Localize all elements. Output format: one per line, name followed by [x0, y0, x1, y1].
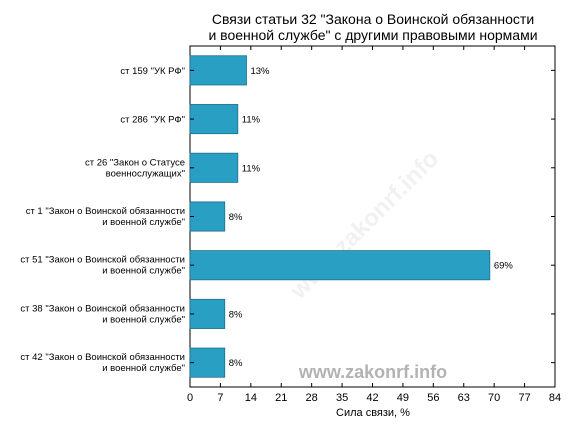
- x-tick-label-1: 7: [217, 392, 223, 404]
- category-label-2-line-2: военнослужащих": [106, 168, 185, 179]
- value-label-5: 8%: [229, 309, 243, 320]
- x-tick-label-0: 0: [187, 392, 193, 404]
- category-label-6-line-1: ст 42 "Закон о Воинской обязанности: [20, 352, 185, 363]
- value-label-3: 8%: [229, 212, 243, 223]
- category-label-2-line-1: ст 26 "Закон о Статусе: [85, 157, 185, 168]
- bar-2: [189, 152, 239, 183]
- chart-title-line-2: и военной службе" с другими правовыми но…: [208, 27, 537, 43]
- bar-5: [189, 298, 226, 329]
- bar-4: [189, 250, 491, 281]
- x-tick-label-5: 35: [336, 392, 348, 404]
- category-label-4-line-1: ст 51 "Закон о Воинской обязанности: [20, 255, 185, 266]
- x-tick-label-2: 14: [245, 392, 257, 404]
- category-label-0: ст 159 "УК РФ": [120, 66, 185, 77]
- category-label-5-line-2: и военной службе": [102, 314, 185, 325]
- bar-1: [189, 104, 239, 135]
- value-label-0: 13%: [250, 66, 270, 77]
- category-label-4-line-2: и военной службе": [102, 266, 185, 277]
- category-label-3-line-1: ст 1 "Закон о Воинской обязанности: [26, 206, 185, 217]
- x-tick-label-7: 49: [397, 392, 409, 404]
- value-label-4: 69%: [494, 261, 514, 272]
- x-tick-label-12: 84: [549, 392, 561, 404]
- category-label-6-line-2: и военной службе": [102, 363, 185, 374]
- x-tick-label-3: 21: [275, 392, 287, 404]
- watermark-diagonal: www.zakonrf.info: [284, 145, 444, 305]
- x-tick-label-6: 42: [366, 392, 378, 404]
- watermark: www.zakonrf.info: [298, 362, 447, 382]
- bar-6: [189, 347, 226, 378]
- x-tick-label-9: 63: [458, 392, 470, 404]
- value-label-1: 11%: [242, 115, 261, 126]
- x-tick-label-11: 77: [518, 392, 530, 404]
- category-label-1: ст 286 "УК РФ": [120, 115, 185, 126]
- x-tick-label-4: 28: [306, 392, 318, 404]
- chart-title-line-1: Связи статьи 32 "Закона о Воинской обяза…: [212, 11, 534, 27]
- value-label-2: 11%: [242, 163, 261, 174]
- category-label-5-line-1: ст 38 "Закон о Воинской обязанности: [20, 303, 185, 314]
- bar-0: [189, 55, 247, 86]
- bar-3: [189, 201, 226, 232]
- x-axis-label: Сила связи, %: [336, 407, 410, 419]
- chart-marks: 13% ст 159 "УК РФ" 11% ст 286 "УК РФ" 11% ст …: [20, 46, 561, 404]
- category-label-3-line-2: и военной службе": [102, 217, 185, 228]
- x-tick-label-8: 56: [427, 392, 439, 404]
- value-label-6: 8%: [229, 358, 243, 369]
- x-tick-label-10: 70: [488, 392, 500, 404]
